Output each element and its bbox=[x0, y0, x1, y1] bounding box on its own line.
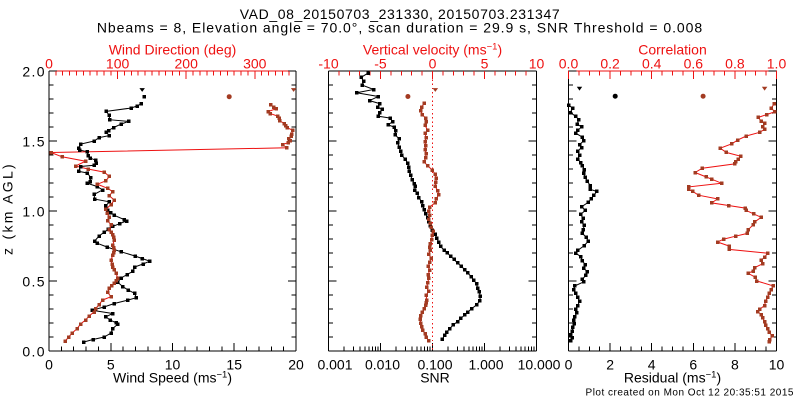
svg-text:20: 20 bbox=[288, 357, 304, 373]
svg-text:0.2: 0.2 bbox=[600, 56, 620, 72]
svg-text:0: 0 bbox=[429, 56, 437, 72]
svg-text:0.0: 0.0 bbox=[559, 56, 579, 72]
svg-text:15: 15 bbox=[226, 357, 242, 373]
svg-text:0.0: 0.0 bbox=[22, 343, 45, 359]
svg-text:10: 10 bbox=[769, 357, 785, 373]
svg-text:0.010: 0.010 bbox=[365, 357, 400, 373]
svg-text:Plot created on Mon Oct 12 20:: Plot created on Mon Oct 12 20:35:51 2015 bbox=[586, 388, 794, 399]
svg-text:0.4: 0.4 bbox=[642, 56, 662, 72]
svg-text:0.100: 0.100 bbox=[417, 357, 452, 373]
svg-text:0.001: 0.001 bbox=[317, 357, 352, 373]
svg-text:2: 2 bbox=[606, 357, 614, 373]
svg-text:Correlation: Correlation bbox=[638, 41, 706, 57]
svg-text:5: 5 bbox=[107, 357, 115, 373]
svg-text:SNR: SNR bbox=[420, 369, 450, 385]
svg-text:1.0: 1.0 bbox=[767, 56, 787, 72]
svg-text:Vertical velocity (ms−1): Vertical velocity (ms−1) bbox=[363, 41, 502, 57]
svg-text:1.5: 1.5 bbox=[22, 133, 45, 149]
svg-text:200: 200 bbox=[175, 56, 199, 72]
svg-text:VAD_08_20150703_231330, 201507: VAD_08_20150703_231330, 20150703.231347 bbox=[240, 6, 561, 22]
svg-text:0: 0 bbox=[565, 357, 573, 373]
svg-text:0.6: 0.6 bbox=[684, 56, 704, 72]
svg-text:Residual (ms−1): Residual (ms−1) bbox=[624, 369, 721, 385]
svg-text:2.0: 2.0 bbox=[22, 63, 45, 79]
svg-text:1.0: 1.0 bbox=[22, 203, 45, 219]
svg-text:5: 5 bbox=[481, 56, 489, 72]
svg-text:300: 300 bbox=[243, 56, 267, 72]
svg-text:8: 8 bbox=[731, 357, 739, 373]
svg-text:z (km AGL): z (km AGL) bbox=[0, 162, 16, 255]
svg-text:Nbeams = 8, Elevation angle =: Nbeams = 8, Elevation angle = 70.0°, sca… bbox=[97, 19, 703, 35]
svg-text:10: 10 bbox=[165, 357, 181, 373]
svg-text:0.5: 0.5 bbox=[22, 273, 45, 289]
svg-text:0: 0 bbox=[45, 357, 53, 373]
svg-text:1.000: 1.000 bbox=[468, 357, 503, 373]
svg-text:-5: -5 bbox=[374, 56, 387, 72]
svg-text:0: 0 bbox=[45, 56, 53, 72]
svg-text:0.8: 0.8 bbox=[725, 56, 745, 72]
svg-text:-10: -10 bbox=[318, 56, 338, 72]
svg-text:4: 4 bbox=[648, 357, 656, 373]
svg-text:10.000: 10.000 bbox=[518, 357, 561, 373]
svg-text:Wind Speed (ms−1): Wind Speed (ms−1) bbox=[113, 369, 232, 385]
svg-text:10: 10 bbox=[529, 56, 545, 72]
svg-text:Wind Direction (deg): Wind Direction (deg) bbox=[109, 41, 237, 57]
svg-text:100: 100 bbox=[106, 56, 130, 72]
svg-text:6: 6 bbox=[689, 357, 697, 373]
